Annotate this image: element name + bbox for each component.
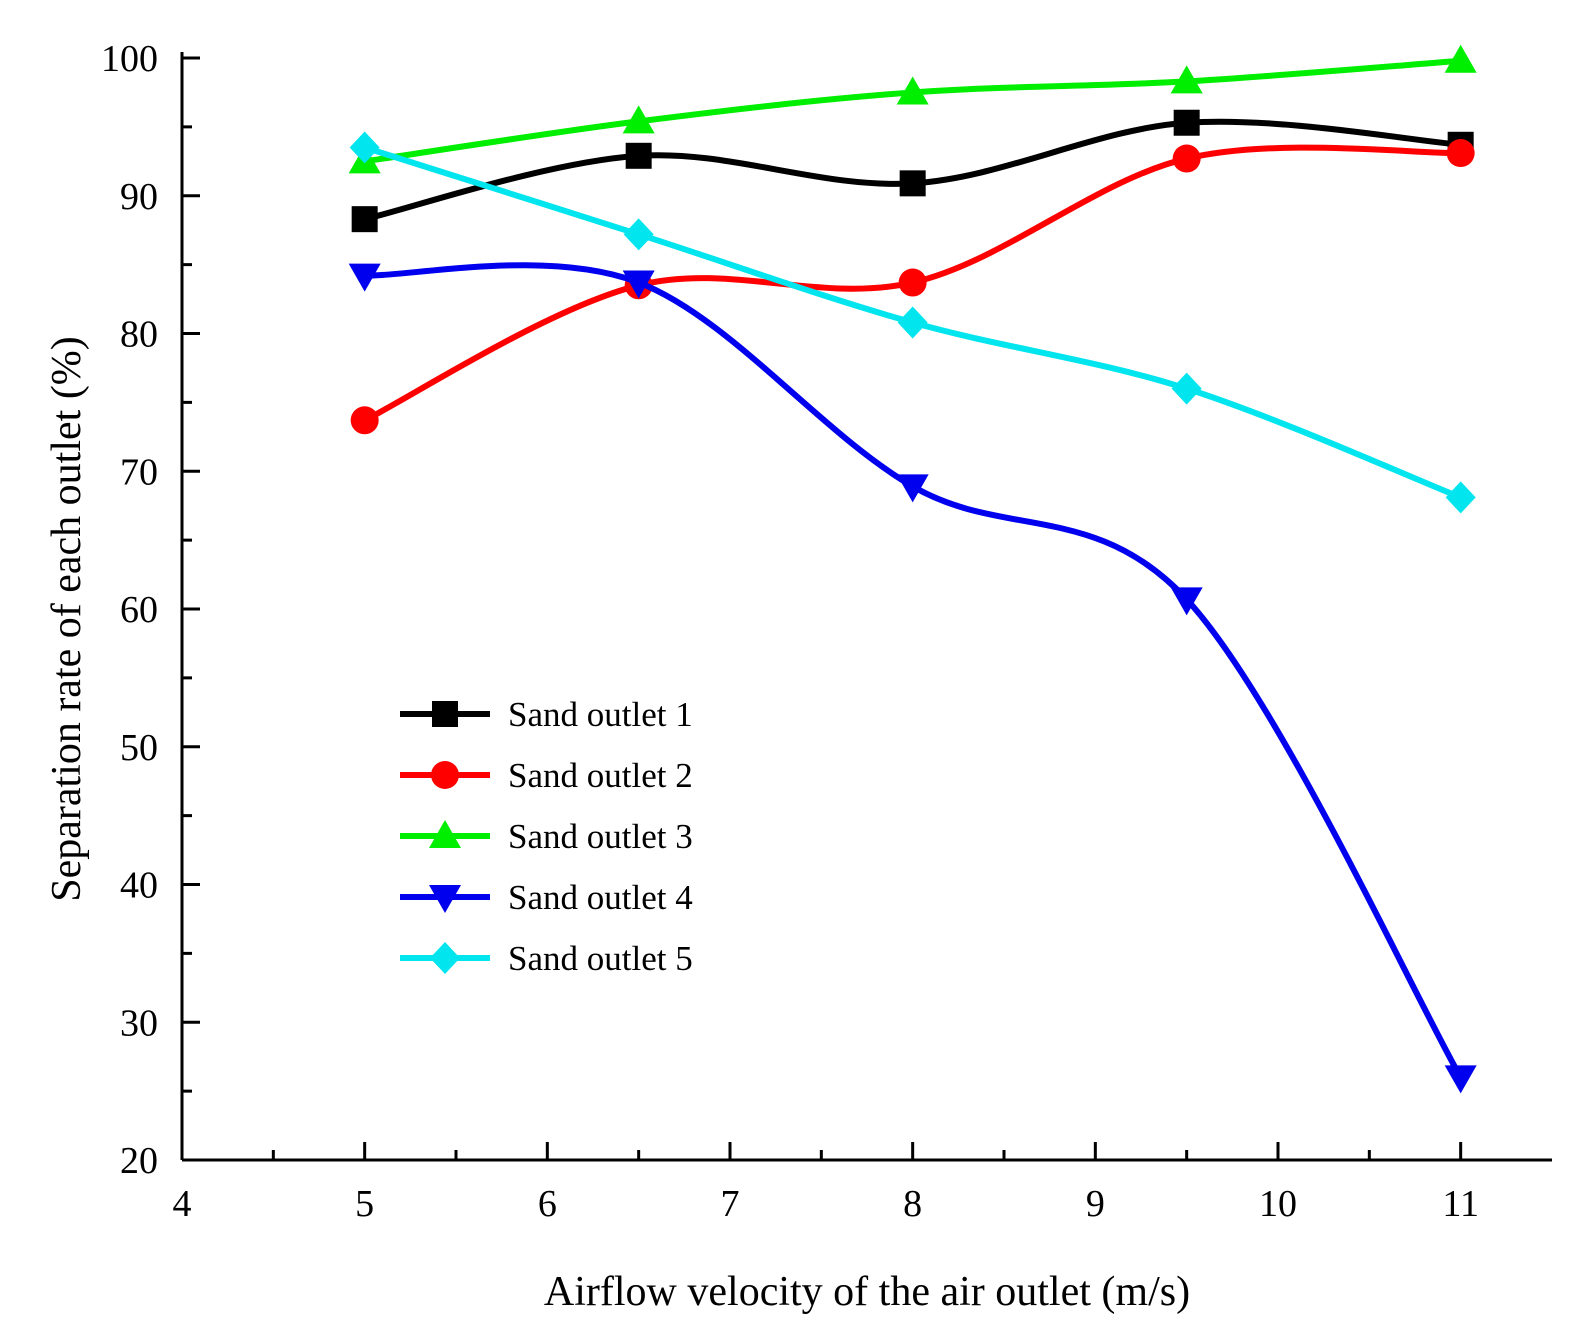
data-point-sand-outlet-2: [1172, 144, 1201, 173]
legend-swatch-marker: [431, 761, 459, 789]
x-tick-label: 8: [903, 1183, 922, 1225]
series-sand-outlet-4: [348, 262, 1477, 1094]
legend-label: Sand outlet 2: [508, 756, 693, 795]
y-tick-label: 30: [120, 1002, 158, 1044]
y-tick-label: 20: [120, 1140, 158, 1182]
legend-label: Sand outlet 5: [508, 939, 693, 978]
data-point-sand-outlet-5: [623, 218, 654, 251]
series-layer: [348, 44, 1477, 1094]
data-point-sand-outlet-5: [1171, 372, 1202, 405]
x-tick-label: 10: [1259, 1183, 1297, 1225]
y-tick-label: 90: [120, 176, 158, 218]
y-tick-label: 50: [120, 727, 158, 769]
x-tick-label: 11: [1442, 1183, 1479, 1225]
data-point-sand-outlet-2: [1446, 139, 1475, 168]
legend-label: Sand outlet 4: [508, 878, 693, 917]
data-point-sand-outlet-2: [350, 406, 379, 435]
x-tick-label: 5: [355, 1183, 374, 1225]
data-point-sand-outlet-5: [1445, 481, 1476, 514]
x-tick-label: 4: [173, 1183, 192, 1225]
y-tick-label: 60: [120, 589, 158, 631]
series-sand-outlet-1: [351, 109, 1474, 233]
legend-item-sand-outlet-4: Sand outlet 4: [400, 878, 693, 917]
data-point-sand-outlet-1: [351, 206, 378, 233]
y-tick-label: 80: [120, 314, 158, 356]
data-point-sand-outlet-4: [1444, 1065, 1477, 1094]
x-axis-title: Airflow velocity of the air outlet (m/s): [544, 1269, 1190, 1315]
data-point-sand-outlet-2: [898, 268, 927, 297]
legend-item-sand-outlet-5: Sand outlet 5: [400, 939, 693, 978]
y-axis-title: Separation rate of each outlet (%): [44, 336, 90, 902]
data-point-sand-outlet-3: [622, 105, 655, 134]
data-point-sand-outlet-5: [897, 306, 928, 339]
data-point-sand-outlet-3: [896, 76, 929, 105]
axes: 4 5 6 7 8 9 10 11 20 30 40 50 60 70 80 90 100: [101, 38, 1552, 1225]
y-tick-label: 40: [120, 865, 158, 907]
legend-item-sand-outlet-2: Sand outlet 2: [400, 756, 693, 795]
series-sand-outlet-5: [349, 131, 1476, 514]
legend-swatch-marker: [429, 820, 461, 848]
data-point-sand-outlet-1: [899, 170, 926, 197]
data-point-sand-outlet-3: [1170, 65, 1203, 94]
x-tick-label: 7: [721, 1183, 740, 1225]
legend-item-sand-outlet-1: Sand outlet 1: [400, 695, 693, 734]
data-point-sand-outlet-4: [348, 263, 381, 292]
data-point-sand-outlet-1: [1173, 109, 1200, 136]
legend-swatch-marker: [432, 701, 458, 727]
legend-label: Sand outlet 3: [508, 817, 693, 856]
x-tick-label: 6: [538, 1183, 557, 1225]
legend: Sand outlet 1 Sand outlet 2 Sand outlet 3 S…: [400, 695, 693, 978]
data-point-sand-outlet-4: [1170, 587, 1203, 616]
data-point-sand-outlet-4: [622, 270, 655, 299]
legend-item-sand-outlet-3: Sand outlet 3: [400, 817, 693, 856]
y-tick-label: 70: [120, 451, 158, 493]
legend-swatch-marker: [429, 885, 461, 913]
series-sand-outlet-3: [348, 44, 1477, 174]
legend-swatch-marker: [430, 942, 460, 974]
data-point-sand-outlet-5: [349, 131, 380, 164]
y-tick-label: 100: [101, 38, 158, 80]
legend-label: Sand outlet 1: [508, 695, 693, 734]
data-point-sand-outlet-4: [896, 474, 929, 503]
series-line-sand-outlet-4: [364, 262, 1464, 1079]
data-point-sand-outlet-1: [625, 142, 652, 169]
data-point-sand-outlet-3: [1444, 44, 1477, 73]
series-sand-outlet-2: [350, 139, 1475, 435]
x-tick-label: 9: [1086, 1183, 1105, 1225]
